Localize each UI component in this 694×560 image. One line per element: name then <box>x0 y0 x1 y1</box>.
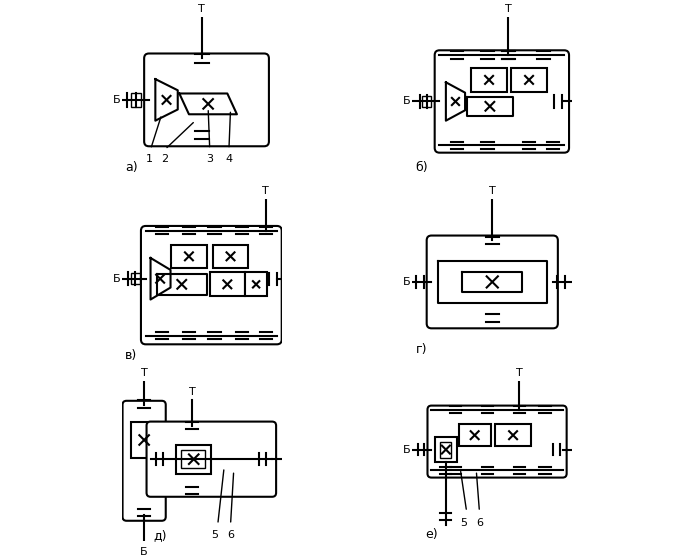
Text: Т: Т <box>198 3 205 13</box>
Bar <box>459 424 491 446</box>
Text: 5: 5 <box>211 530 218 540</box>
FancyBboxPatch shape <box>428 405 566 478</box>
FancyBboxPatch shape <box>123 401 166 521</box>
Text: д): д) <box>154 530 167 543</box>
Bar <box>422 96 432 107</box>
Text: Т: Т <box>262 185 269 195</box>
Text: Б: Б <box>403 96 411 106</box>
Text: Б: Б <box>403 445 411 455</box>
Bar <box>210 272 245 296</box>
FancyBboxPatch shape <box>427 236 558 328</box>
Bar <box>130 93 141 107</box>
Bar <box>130 422 158 458</box>
Text: 3: 3 <box>206 154 213 164</box>
Text: Т: Т <box>505 3 511 13</box>
FancyBboxPatch shape <box>144 54 269 146</box>
Text: Т: Т <box>516 367 523 377</box>
FancyBboxPatch shape <box>146 422 276 497</box>
Text: 6: 6 <box>476 519 483 529</box>
Bar <box>176 445 212 474</box>
Text: Т: Т <box>189 387 196 397</box>
Bar <box>245 272 267 296</box>
Bar <box>181 450 205 468</box>
Bar <box>171 245 207 268</box>
Text: Б: Б <box>403 277 411 287</box>
Bar <box>434 437 457 463</box>
Text: Б: Б <box>140 547 148 557</box>
Bar <box>213 245 248 268</box>
Text: Т: Т <box>141 367 148 377</box>
Text: 1: 1 <box>146 154 153 164</box>
Bar <box>130 273 140 284</box>
Text: 2: 2 <box>162 154 169 164</box>
FancyBboxPatch shape <box>434 50 569 153</box>
Bar <box>496 424 531 446</box>
FancyBboxPatch shape <box>141 226 282 344</box>
Text: Т: Т <box>489 185 496 195</box>
Text: Б: Б <box>112 274 120 284</box>
Text: 5: 5 <box>460 519 467 529</box>
Text: в): в) <box>125 349 137 362</box>
Text: г): г) <box>416 343 427 356</box>
Bar <box>471 68 507 92</box>
Text: 6: 6 <box>227 530 234 540</box>
Bar <box>511 68 547 92</box>
Text: е): е) <box>425 528 438 541</box>
Text: 4: 4 <box>226 154 232 164</box>
Bar <box>440 442 452 458</box>
Text: а): а) <box>125 161 137 174</box>
Text: б): б) <box>416 161 428 174</box>
Text: Б: Б <box>112 95 120 105</box>
